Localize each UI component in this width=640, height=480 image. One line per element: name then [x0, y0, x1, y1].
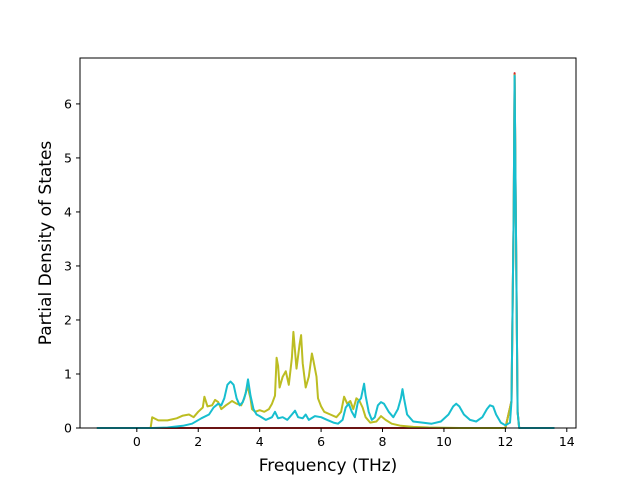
x-tick-label: 6 [317, 434, 325, 449]
y-tick-label: 3 [64, 258, 72, 273]
y-tick-label: 2 [64, 312, 72, 327]
series-layer [96, 72, 555, 429]
x-tick-label: 12 [497, 434, 513, 449]
y-tick-label: 5 [64, 150, 72, 165]
y-tick-label: 1 [64, 366, 72, 381]
x-tick-label: 14 [559, 434, 575, 449]
x-axis-label: Frequency (THz) [259, 456, 398, 476]
x-tick-label: 10 [436, 434, 452, 449]
y-tick-label: 6 [64, 96, 72, 111]
x-tick-label: 0 [133, 434, 141, 449]
series-line-2 [96, 74, 555, 429]
y-tick-label: 4 [64, 204, 72, 219]
series-line-3 [96, 74, 555, 429]
y-axis-ticks: 0 1 2 3 4 5 6 [64, 96, 80, 436]
x-tick-label: 8 [379, 434, 387, 449]
x-axis-ticks: 0 2 4 6 8 10 12 14 [133, 428, 575, 449]
plot-frame [79, 57, 577, 429]
x-tick-label: 2 [194, 434, 202, 449]
x-tick-label: 4 [256, 434, 264, 449]
y-axis-label: Partial Density of States [36, 141, 56, 346]
y-tick-label: 0 [64, 421, 72, 436]
